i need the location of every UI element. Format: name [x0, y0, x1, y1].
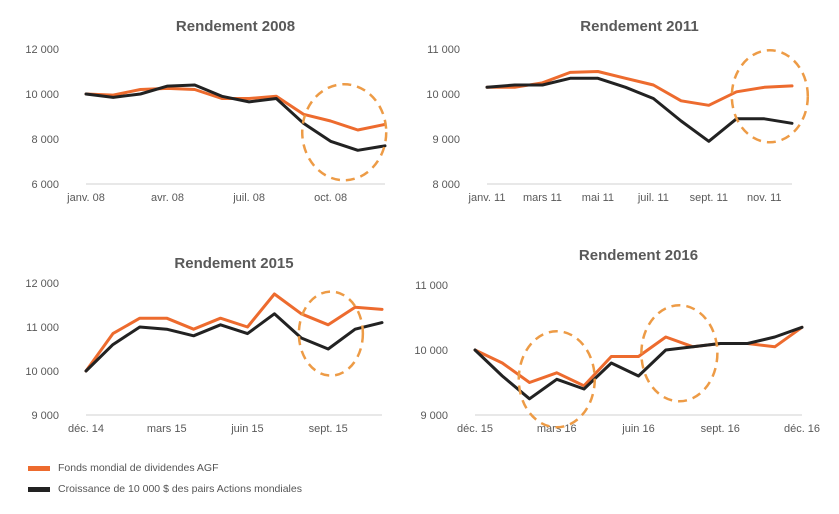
x-tick-label-2011: mars 11	[523, 192, 562, 204]
series-line-peers-2016	[473, 325, 804, 401]
x-tick-label-2011: mai 11	[582, 192, 614, 204]
x-tick-label-2008: janv. 08	[66, 192, 105, 204]
legend-label-peers: Croissance de 10 000 $ des pairs Actions…	[58, 483, 302, 495]
chart-title-2008: Rendement 2008	[176, 18, 295, 35]
x-tick-label-2008: oct. 08	[314, 192, 347, 204]
x-tick-label-2016: déc. 16	[784, 423, 820, 435]
y-tick-label-2008: 10 000	[25, 89, 59, 101]
x-tick-label-2015: déc. 14	[68, 423, 104, 435]
series-line-peers-2015	[84, 312, 384, 373]
x-tick-label-2015: sept. 15	[309, 423, 348, 435]
x-tick-label-2016: déc. 15	[457, 423, 493, 435]
y-tick-label-2011: 11 000	[427, 44, 460, 56]
legend-swatch-peers	[28, 486, 50, 492]
series-line-peers-2011	[485, 76, 794, 143]
x-tick-label-2011: nov. 11	[747, 192, 781, 204]
x-tick-label-2011: juil. 11	[637, 192, 669, 204]
series-line-fund-2011	[485, 70, 794, 107]
legend-swatch-fund	[28, 465, 50, 471]
y-tick-label-2011: 9 000	[432, 134, 460, 146]
y-tick-label-2016: 11 000	[415, 280, 448, 292]
x-tick-label-2015: mars 15	[147, 423, 187, 435]
y-tick-label-2016: 10 000	[414, 345, 448, 357]
x-tick-label-2008: juil. 08	[232, 192, 265, 204]
y-tick-label-2008: 8 000	[31, 134, 59, 146]
series-line-fund-2015	[84, 292, 384, 373]
legend-label-fund: Fonds mondial de dividendes AGF	[58, 462, 219, 474]
legend-item-fund: Fonds mondial de dividendes AGF	[28, 462, 219, 474]
x-tick-label-2015: juin 15	[230, 423, 263, 435]
highlight-circle-2008	[300, 83, 388, 182]
y-tick-label-2011: 10 000	[426, 89, 460, 101]
chart-title-2011: Rendement 2011	[580, 18, 698, 35]
highlight-circle-2016	[640, 304, 719, 403]
chart-title-2016: Rendement 2016	[579, 247, 698, 264]
y-tick-label-2015: 11 000	[26, 322, 59, 334]
y-tick-label-2015: 12 000	[25, 278, 59, 290]
y-tick-label-2008: 6 000	[31, 179, 59, 191]
highlight-circle-2011	[730, 49, 810, 144]
x-tick-label-2011: sept. 11	[690, 192, 728, 204]
x-tick-label-2008: avr. 08	[151, 192, 184, 204]
chart-title-2015: Rendement 2015	[174, 255, 293, 272]
y-tick-label-2015: 9 000	[31, 410, 59, 422]
x-tick-label-2016: sept. 16	[701, 423, 740, 435]
y-tick-label-2008: 12 000	[25, 44, 59, 56]
y-tick-label-2011: 8 000	[432, 179, 460, 191]
y-tick-label-2015: 10 000	[25, 366, 59, 378]
x-tick-label-2016: juin 16	[621, 423, 654, 435]
legend-item-peers: Croissance de 10 000 $ des pairs Actions…	[28, 483, 302, 495]
highlight-circle-2016	[517, 330, 596, 429]
series-line-peers-2008	[84, 83, 387, 152]
highlight-circle-2015	[297, 290, 365, 377]
y-tick-label-2016: 9 000	[420, 410, 448, 422]
x-tick-label-2011: janv. 11	[468, 192, 506, 204]
